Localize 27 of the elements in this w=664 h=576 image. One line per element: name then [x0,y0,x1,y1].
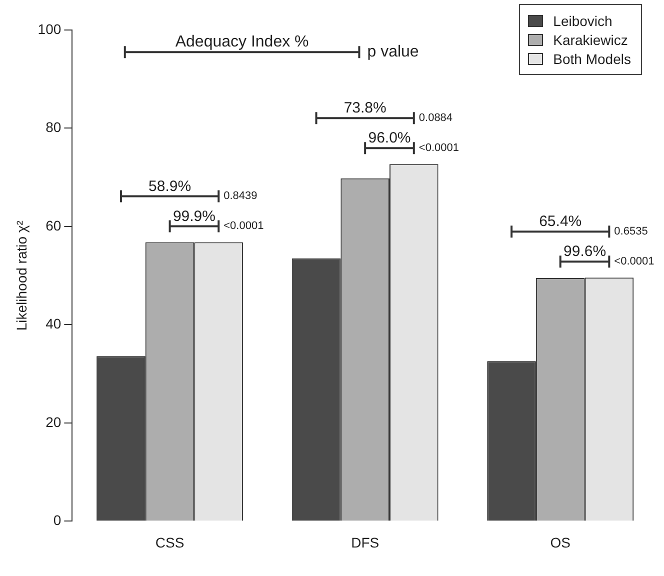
y-tick-label: 40 [46,316,62,332]
legend-label: Both Models [553,50,631,66]
annotation: 0.8439 [224,190,258,202]
y-axis-title: Likelihood ratio χ² [13,220,30,331]
y-tick-label: 0 [53,512,62,528]
y-tick-label: 100 [38,20,62,37]
annotation: p value [367,44,419,61]
legend-label: Leibovich [553,12,612,28]
annotation: <0.0001 [614,256,654,268]
x-tick-label: DFS [351,534,380,550]
annotation: 99.9% [172,208,216,225]
annotation: 73.8% [344,100,386,117]
y-tick-label: 20 [46,414,62,430]
x-tick-label: OS [550,534,570,550]
x-tick-label: CSS [155,534,184,550]
annotation: <0.0001 [224,220,264,232]
annotation: 0.6535 [614,226,648,238]
annotation: 99.6% [563,243,606,260]
annotation: Adequacy Index % [175,34,309,51]
annotation: 0.0884 [418,112,453,124]
annotation: 96.0% [368,130,411,147]
annotation: <0.0001 [418,142,459,154]
annotation: 65.4% [539,213,582,230]
y-tick-label: 60 [46,217,62,234]
legend-label: Karakiewicz [553,32,628,48]
y-tick-label: 80 [46,119,62,136]
annotation: 58.9% [148,178,192,195]
